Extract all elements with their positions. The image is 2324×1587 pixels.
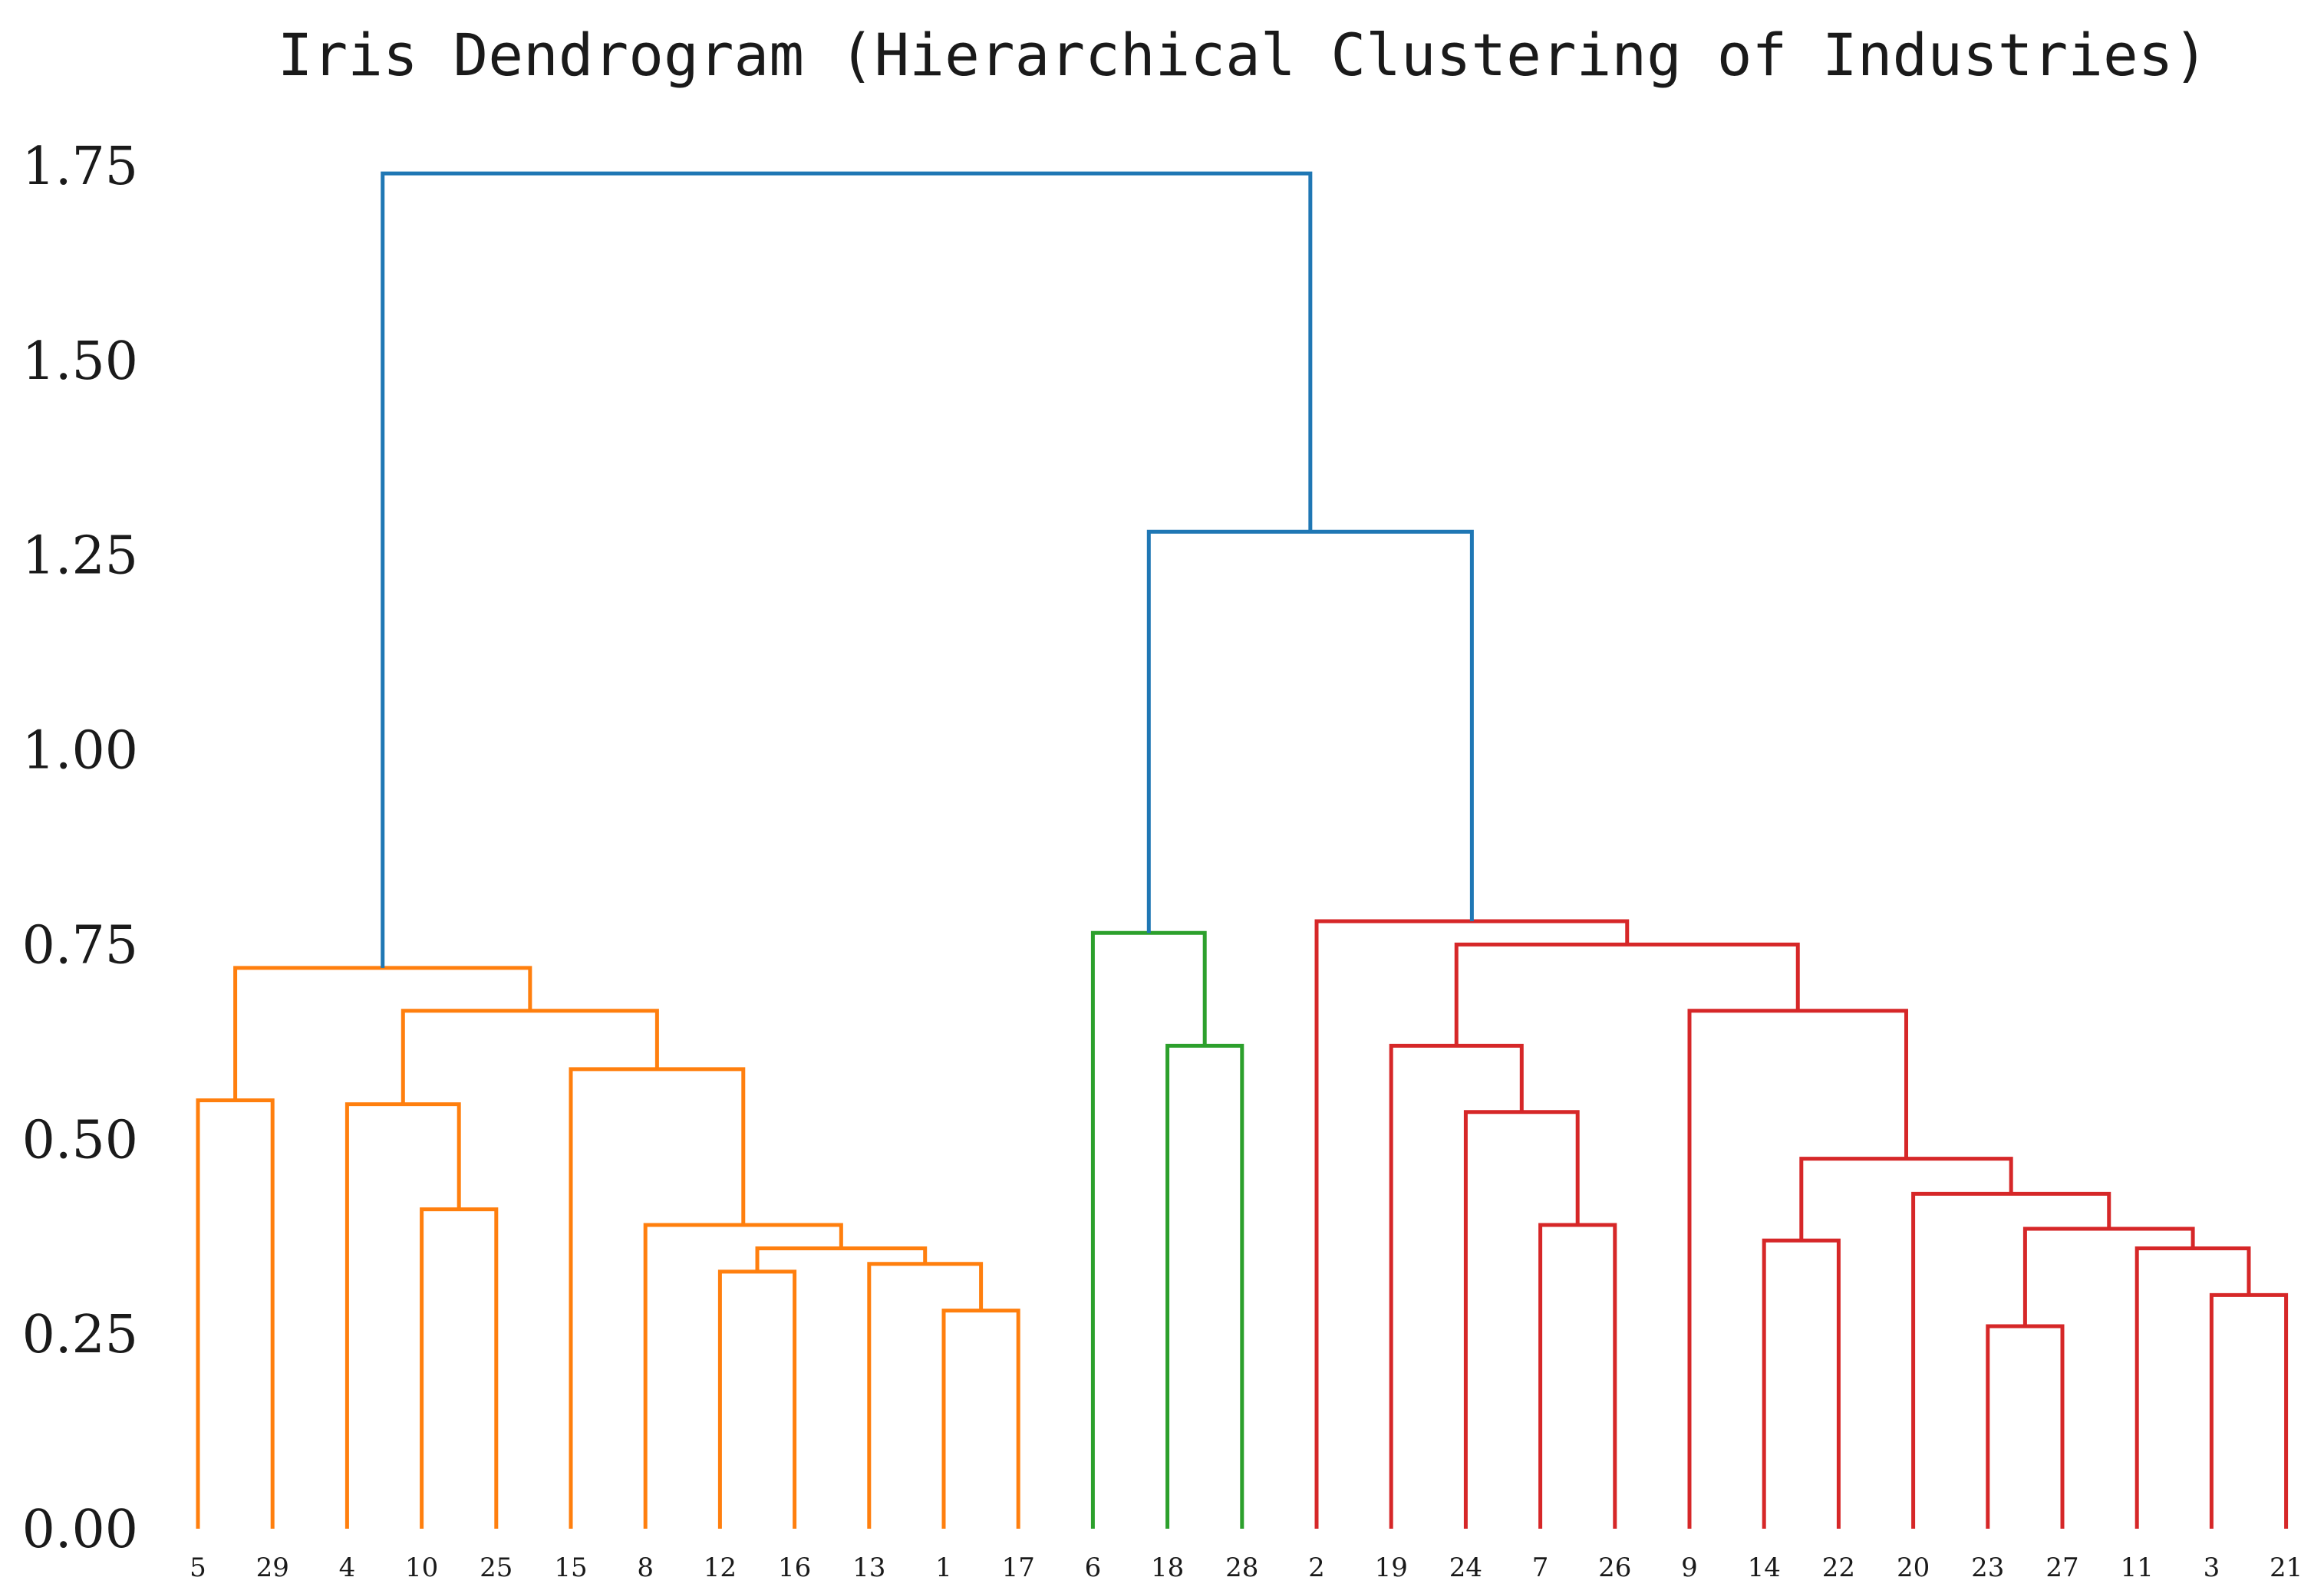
leaf-label: 25	[480, 1552, 513, 1583]
dendrogram-link	[1090, 930, 1207, 1529]
dendrogram-link	[1538, 1223, 1617, 1529]
leaf-label: 12	[704, 1552, 737, 1583]
leaf-label: 5	[190, 1552, 206, 1583]
dendrogram-link	[401, 1009, 659, 1105]
leaf-label: 9	[1681, 1552, 1698, 1583]
leaf-label: 26	[1598, 1552, 1631, 1583]
y-tick-label: 0.25	[22, 1305, 138, 1365]
leaf-label: 1	[935, 1552, 952, 1583]
leaf-label: 28	[1225, 1552, 1258, 1583]
y-axis-ticks: 0.00 0.25 0.50 0.75 1.00 1.25 1.50 1.75	[22, 137, 138, 1560]
leaf-label: 22	[1822, 1552, 1855, 1583]
dendrogram-link	[1314, 919, 1630, 1529]
dendrogram-link	[1389, 1043, 1524, 1529]
dendrogram-link	[1986, 1324, 2065, 1529]
dendrogram-link	[1687, 1009, 1908, 1529]
leaf-label: 23	[1971, 1552, 2004, 1583]
leaf-label: 29	[256, 1552, 289, 1583]
leaf-label: 8	[637, 1552, 654, 1583]
dendrogram-link	[1463, 1110, 1580, 1529]
y-tick-label: 1.50	[22, 331, 138, 392]
dendrogram-link	[941, 1309, 1020, 1529]
leaf-label: 13	[852, 1552, 885, 1583]
y-tick-label: 1.25	[22, 526, 138, 587]
y-tick-label: 1.00	[22, 721, 138, 782]
leaf-label: 20	[1897, 1552, 1930, 1583]
leaf-label: 18	[1151, 1552, 1184, 1583]
dendrogram-link	[1146, 529, 1474, 933]
leaf-label: 4	[339, 1552, 356, 1583]
y-tick-label: 1.75	[22, 137, 138, 197]
dendrogram-link	[867, 1262, 984, 1529]
y-tick-label: 0.00	[22, 1500, 138, 1560]
leaf-label: 17	[1002, 1552, 1035, 1583]
leaf-label: 14	[1748, 1552, 1781, 1583]
leaf-label: 15	[554, 1552, 587, 1583]
leaf-label: 27	[2045, 1552, 2078, 1583]
leaf-label: 24	[1449, 1552, 1482, 1583]
dendrogram-link	[1165, 1043, 1244, 1529]
dendrogram-link	[1799, 1157, 2013, 1241]
leaf-label: 6	[1085, 1552, 1102, 1583]
leaf-label: 19	[1375, 1552, 1408, 1583]
dendrogram-link	[755, 1246, 928, 1272]
dendrogram-link	[1762, 1238, 1841, 1529]
leaf-label: 16	[778, 1552, 811, 1583]
dendrogram-link	[233, 966, 532, 1101]
dendrogram-link	[2209, 1292, 2289, 1529]
dendrogram-link	[569, 1067, 746, 1529]
leaf-label: 21	[2270, 1552, 2303, 1583]
dendrogram-link	[196, 1098, 275, 1529]
dendrogram-link	[717, 1269, 797, 1529]
leaf-label: 7	[1532, 1552, 1549, 1583]
dendrogram-link	[1454, 942, 1800, 1046]
dendrogram-link	[2134, 1246, 2251, 1529]
chart-title: Iris Dendrogram (Hierarchical Clustering…	[278, 21, 2209, 89]
x-axis-leaf-labels: 5 29 4 10 25 15 8 12 16 13 1 17 6 18 28 2 19 24 7 26 9 14 22 20…	[190, 1552, 2303, 1583]
y-tick-label: 0.75	[22, 915, 138, 976]
dendrogram-link	[344, 1102, 461, 1529]
dendrogram-link	[1911, 1191, 2111, 1529]
leaf-label: 2	[1308, 1552, 1325, 1583]
leaf-label: 11	[2121, 1552, 2154, 1583]
leaf-label: 3	[2204, 1552, 2220, 1583]
leaf-label: 10	[405, 1552, 438, 1583]
y-tick-label: 0.50	[22, 1110, 138, 1170]
dendrogram-link	[420, 1207, 499, 1529]
dendrogram-link	[2022, 1226, 2195, 1326]
dendrogram-link	[381, 171, 1313, 968]
dendrogram-links	[196, 171, 2289, 1529]
